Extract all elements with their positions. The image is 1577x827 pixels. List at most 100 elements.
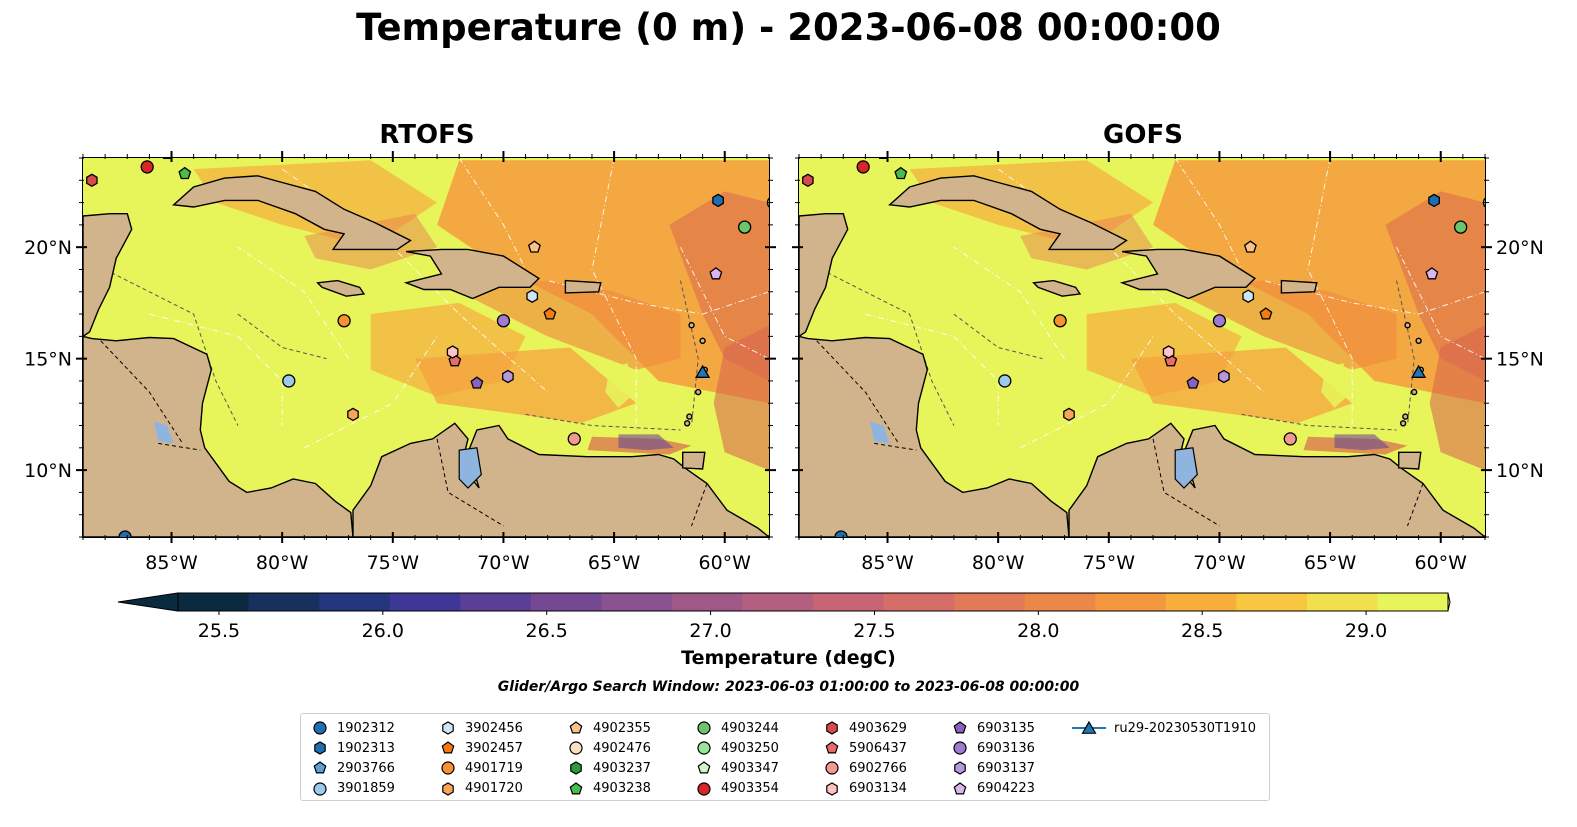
legend-label: ru29-20230530T1910 [1114,720,1257,736]
hexagon-icon [954,761,966,776]
float-marker-6903135 [470,376,484,389]
colorbar-label: Temperature (degC) [681,647,896,669]
colorbar-bin [954,593,1026,611]
legend-item: 6903137 [951,758,1035,778]
hexagon-icon [442,721,454,735]
circle-icon [825,761,839,775]
legend-item: 4902476 [567,738,651,758]
colorbar-bin [1306,593,1379,611]
legend-label: 4901720 [465,781,523,797]
colorbar-tick-label: 29.0 [1345,620,1387,642]
temperature-region [669,191,769,381]
float-marker-4903244 [738,220,752,234]
lake-maracaibo [458,447,482,489]
pentagon-icon [569,781,583,795]
landmass-yucatan [83,213,133,338]
lon-tick-label: 85°W [861,552,914,574]
float-marker-4901719 [337,314,351,328]
float-marker-6903136 [1212,314,1227,328]
panel-title-rtofs: RTOFS [379,120,475,150]
pentagon-icon [313,761,327,774]
landmass-yucatan [799,213,849,338]
colorbar-bin [742,593,814,611]
float-marker-6904223 [1425,267,1439,280]
colorbar-bin [389,593,461,611]
float-marker-3901859 [998,374,1012,388]
colorbar-bin [1236,593,1308,611]
float-marker-6903136 [496,314,511,328]
triangle-line-icon [1072,720,1106,734]
legend-label: 3902456 [465,720,523,736]
temperature-region [414,347,637,424]
map-axes: 85°W 80°W 75°W 70°W 65°W 60°W20°N15°N10°N85°W… [24,151,1544,574]
legend-item: 6904223 [951,779,1035,799]
pentagon-icon [953,781,967,795]
lat-tick-label: 20°N [24,237,72,259]
colorbar-tick-label: 27.0 [689,620,731,642]
colorbar-bin [813,593,885,611]
legend-item: 6903136 [951,738,1035,758]
landmass-hispaniola [403,248,541,300]
float-marker-3902456 [1242,289,1255,303]
float-marker-4901720 [1063,407,1075,422]
legend-item: 6903135 [951,718,1035,738]
legend-label: 6903137 [977,760,1035,776]
legend-item: 5906437 [823,738,907,758]
float-marker-4902355 [527,240,541,253]
colorbar-tick-label: 26.0 [362,620,404,642]
legend-item: 4903244 [695,718,779,738]
legend-label: 4902355 [593,720,651,736]
legend-label: 4901719 [465,760,523,776]
float-marker-6903134 [446,345,459,359]
lon-tick-label: 80°W [256,552,309,574]
colorbar-bin [460,593,532,611]
legend-item: 6903134 [823,779,907,799]
circle-icon [441,761,455,775]
circle-icon [697,781,711,796]
legend-item: 4901720 [439,779,523,799]
legend-label: 4903629 [849,720,907,736]
legend-label: 3902457 [465,740,523,756]
float-marker-1902312 [118,530,132,537]
float-marker-1902313 [712,193,724,208]
island [1404,322,1411,329]
lon-tick-label: 85°W [145,552,198,574]
landmass-trinidad [1398,451,1422,470]
lon-tick-label: 60°W [699,552,752,574]
float-marker-6903134 [1162,345,1175,359]
lake-maracaibo [1174,447,1198,489]
colorbar-bin [671,593,744,611]
colorbar-bin [883,593,955,611]
circle-icon [313,781,327,796]
legend-item: 3902456 [439,718,523,738]
lon-tick-label: 80°W [972,552,1025,574]
legend-label: 4903244 [721,720,779,736]
legend-label: 4903354 [721,781,779,797]
float-marker-4903629 [86,173,98,188]
float-marker-6903135 [1186,376,1200,389]
colorbar-tick-label: 25.5 [198,620,240,642]
colorbar-extend-low [117,592,179,612]
island [1402,413,1409,420]
landmass-jamaica [1032,279,1082,297]
landmass-cuba [888,175,1128,251]
colorbar-tick-label: 26.5 [526,620,568,642]
float-marker-6902766 [567,432,581,446]
legend-item: 4903354 [695,779,779,799]
map-gofs [798,157,1486,538]
legend-item: 6902766 [823,758,907,778]
circle-icon [953,741,967,755]
legend-label: 5906437 [849,740,907,756]
legend-label: 6902766 [849,760,907,776]
island [686,413,693,420]
axes-gofs: 85°W 80°W 75°W 70°W 65°W 60°W 20°N 15°N 10°N [792,151,1544,574]
landmass-central-america [83,335,354,537]
lat-tick-label: 15°N [1496,349,1544,371]
landmass-central-america [799,335,1070,537]
legend-label: 2903766 [337,760,395,776]
circle-icon [697,741,711,755]
temperature-region [1130,347,1353,424]
map-rtofs [82,157,770,538]
colorbar-bin [530,593,602,611]
island [694,388,702,396]
